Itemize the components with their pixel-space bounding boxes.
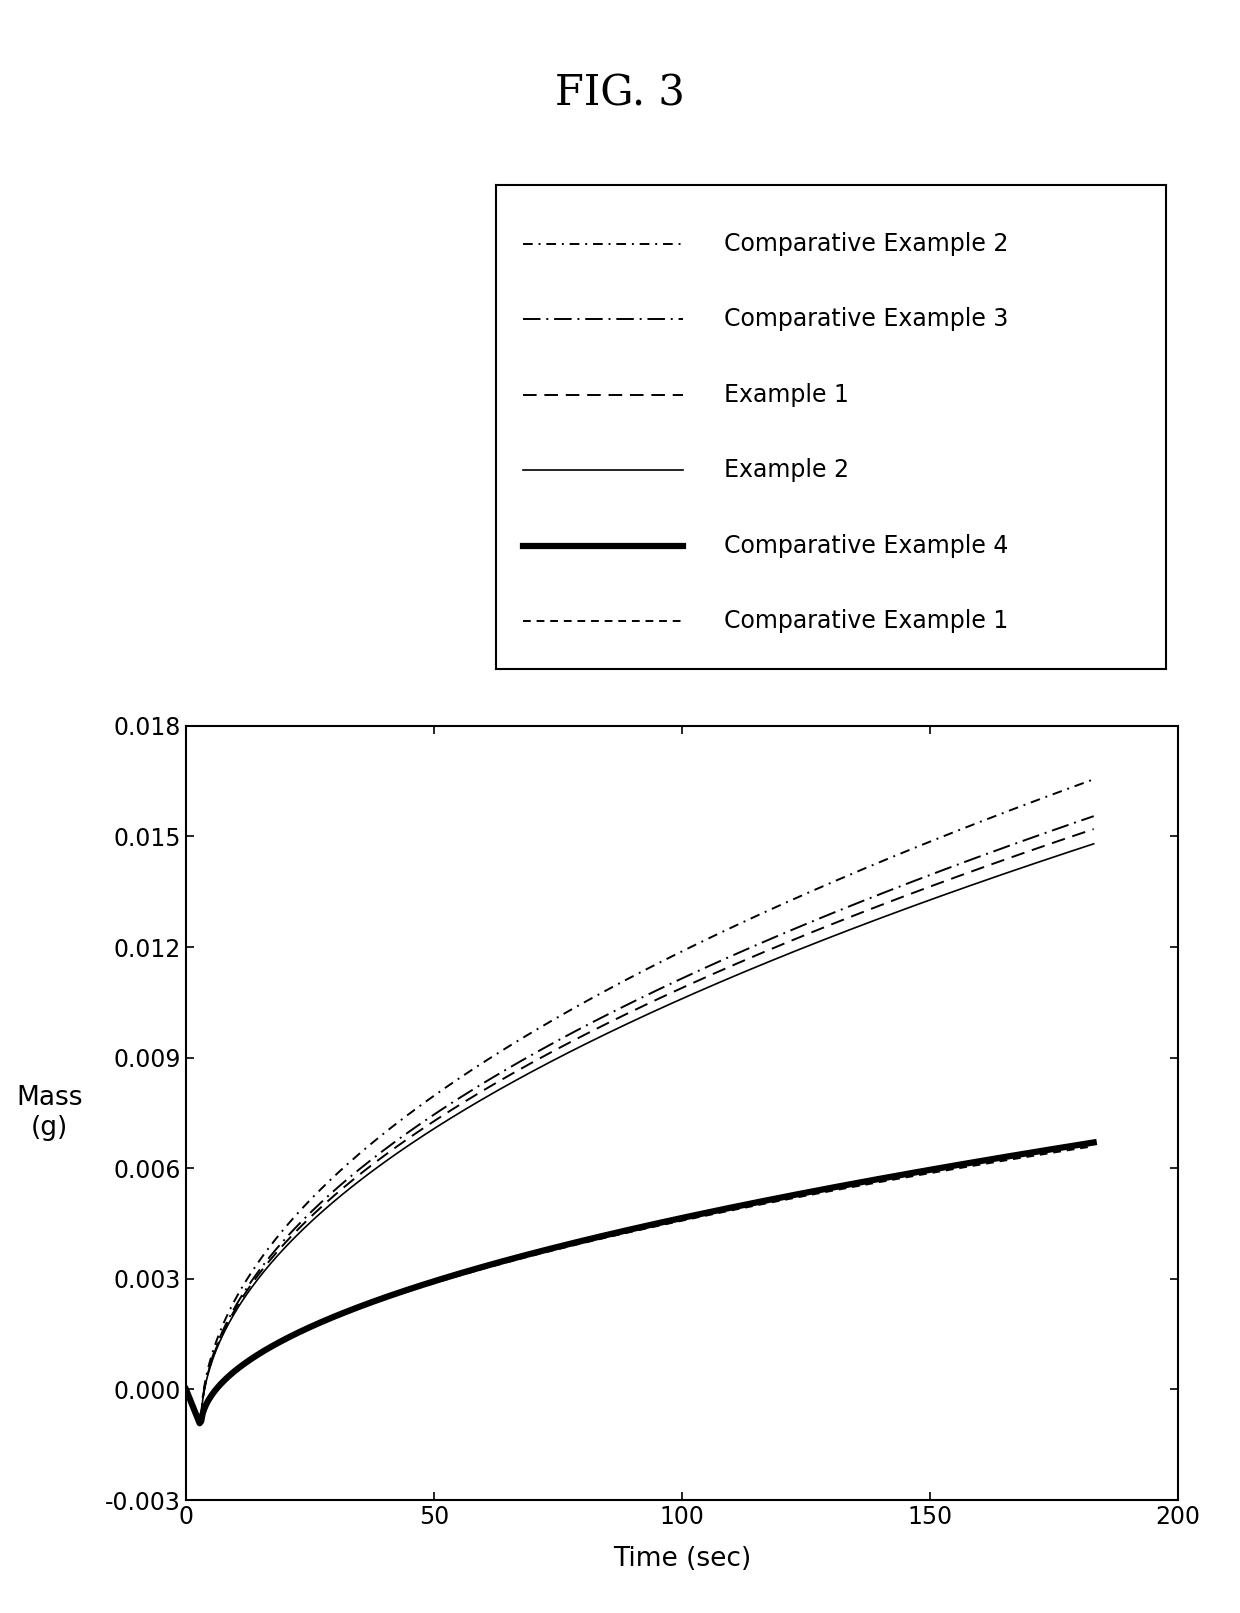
Comparative Example 4: [341, 1302, 356, 1321]
Text: Comparative Example 2: Comparative Example 2: [724, 232, 1008, 255]
Comparative Example 2: [179, 1379, 193, 1398]
Comparative Example 4: [715, 1200, 730, 1219]
Comparative Example 3: [192, 1413, 207, 1432]
Comparative Example 3: [715, 950, 730, 969]
Text: Comparative Example 1: Comparative Example 1: [724, 610, 1008, 632]
Example 2: [1086, 834, 1101, 853]
Comparative Example 2: [715, 923, 730, 942]
Comparative Example 4: [179, 1379, 193, 1398]
Example 1: [715, 960, 730, 979]
Example 2: [413, 1127, 428, 1147]
Comparative Example 1: [715, 1203, 730, 1223]
Example 2: [590, 1027, 605, 1047]
Comparative Example 1: [1086, 1137, 1101, 1157]
Example 1: [413, 1119, 428, 1139]
Comparative Example 4: [1086, 1132, 1101, 1152]
Example 2: [715, 971, 730, 990]
Comparative Example 4: [413, 1276, 428, 1295]
Example 1: [341, 1174, 356, 1194]
X-axis label: Time (sec): Time (sec): [613, 1545, 751, 1571]
Example 1: [1086, 819, 1101, 839]
Comparative Example 4: [863, 1171, 878, 1190]
Text: Comparative Example 3: Comparative Example 3: [724, 306, 1008, 331]
Example 1: [863, 900, 878, 919]
Comparative Example 3: [341, 1169, 356, 1189]
Line: Comparative Example 4: Comparative Example 4: [186, 1142, 1094, 1423]
Comparative Example 1: [413, 1277, 428, 1297]
Example 1: [786, 931, 801, 950]
Comparative Example 3: [786, 919, 801, 939]
Comparative Example 2: [590, 986, 605, 1005]
Example 2: [786, 942, 801, 961]
Comparative Example 3: [413, 1115, 428, 1134]
Line: Example 2: Example 2: [186, 844, 1094, 1423]
Text: Example 2: Example 2: [724, 458, 848, 482]
Comparative Example 2: [192, 1413, 207, 1432]
Example 2: [863, 911, 878, 931]
Comparative Example 1: [341, 1303, 356, 1323]
Comparative Example 1: [179, 1379, 193, 1398]
Example 1: [192, 1413, 207, 1432]
Example 2: [192, 1413, 207, 1432]
Comparative Example 4: [786, 1186, 801, 1205]
Y-axis label: Mass
(g): Mass (g): [16, 1086, 83, 1140]
Comparative Example 1: [786, 1189, 801, 1208]
Comparative Example 1: [590, 1229, 605, 1248]
Example 2: [179, 1379, 193, 1398]
Comparative Example 2: [863, 857, 878, 876]
Text: FIG. 3: FIG. 3: [556, 73, 684, 115]
Example 2: [341, 1181, 356, 1200]
Comparative Example 2: [1086, 769, 1101, 789]
Comparative Example 3: [863, 889, 878, 908]
Comparative Example 1: [192, 1413, 207, 1432]
Comparative Example 3: [179, 1379, 193, 1398]
Text: Comparative Example 4: Comparative Example 4: [724, 534, 1008, 558]
Line: Comparative Example 2: Comparative Example 2: [186, 779, 1094, 1423]
Text: Example 1: Example 1: [724, 382, 848, 406]
Comparative Example 3: [1086, 806, 1101, 826]
Comparative Example 3: [590, 1010, 605, 1029]
Comparative Example 2: [786, 889, 801, 908]
Comparative Example 4: [192, 1413, 207, 1432]
Line: Comparative Example 1: Comparative Example 1: [186, 1147, 1094, 1423]
Comparative Example 1: [863, 1174, 878, 1194]
Comparative Example 4: [590, 1227, 605, 1247]
Line: Comparative Example 3: Comparative Example 3: [186, 816, 1094, 1423]
Comparative Example 2: [341, 1153, 356, 1173]
Example 1: [179, 1379, 193, 1398]
Line: Example 1: Example 1: [186, 829, 1094, 1423]
Comparative Example 2: [413, 1095, 428, 1115]
Example 1: [590, 1018, 605, 1037]
